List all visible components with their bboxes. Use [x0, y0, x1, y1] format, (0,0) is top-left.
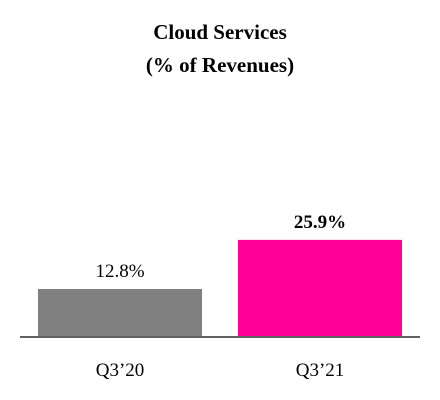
bar-1 — [38, 289, 202, 337]
chart-title-line-2: (% of Revenues) — [145, 53, 295, 77]
x-tick-label-1: Q3’20 — [96, 360, 145, 381]
x-tick-label-2: Q3’21 — [296, 360, 345, 381]
bar-2 — [238, 239, 402, 337]
chart-title-line-1: Cloud Services — [153, 20, 287, 44]
data-label-2: 25.9% — [294, 212, 346, 233]
data-label-1: 12.8% — [95, 261, 144, 282]
